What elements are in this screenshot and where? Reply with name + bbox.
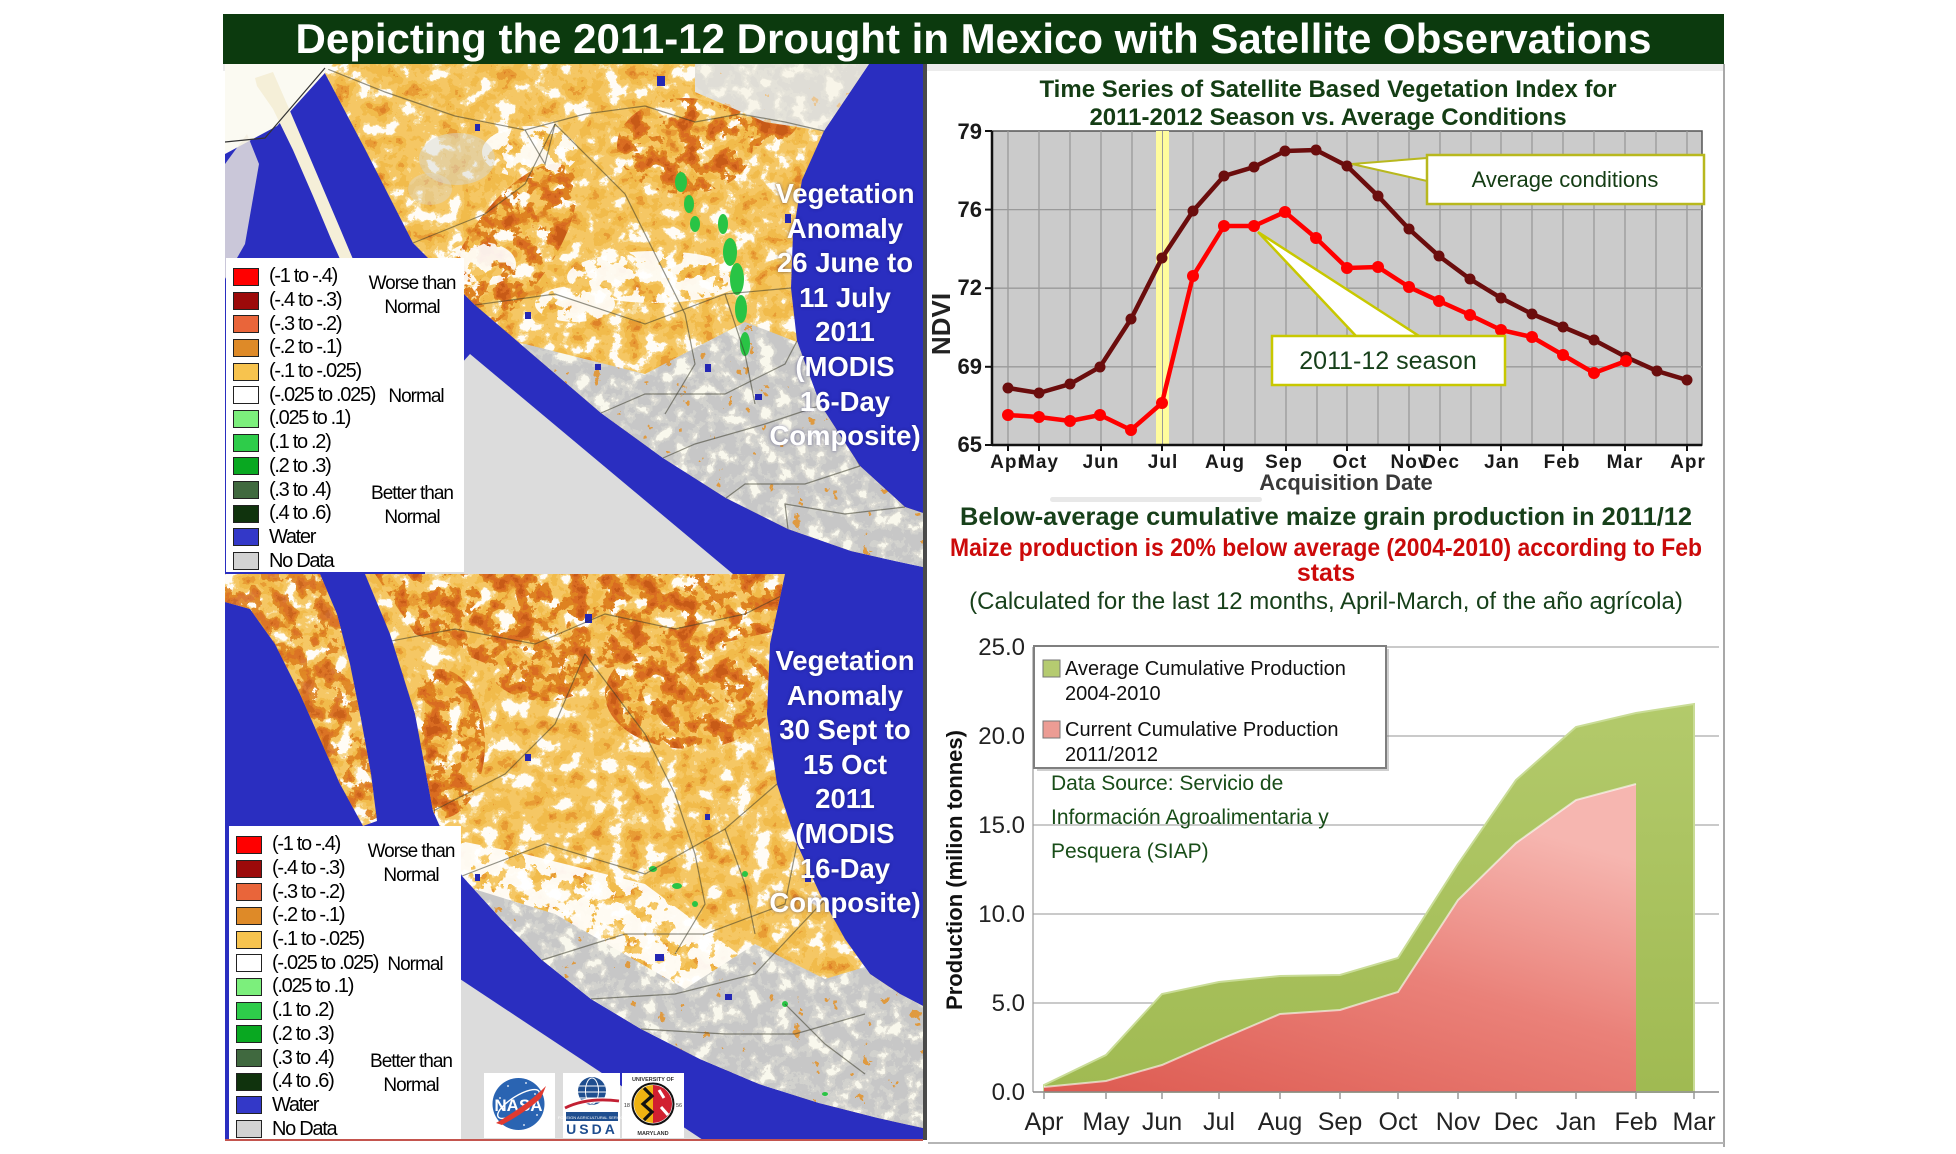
svg-text:Sep: Sep (1265, 452, 1303, 473)
svg-text:Oct: Oct (1333, 452, 1368, 473)
svg-text:UNIVERSITY OF: UNIVERSITY OF (632, 1077, 675, 1083)
svg-text:2004-2010: 2004-2010 (1065, 683, 1161, 705)
svg-text:Oct: Oct (1379, 1108, 1418, 1136)
svg-text:stats: stats (1297, 559, 1355, 587)
svg-text:Data Source: Servicio de: Data Source: Servicio de (1051, 772, 1283, 795)
svg-text:65: 65 (958, 432, 982, 457)
svg-text:Aug: Aug (1205, 452, 1245, 473)
svg-text:Maize production is 20% below: Maize production is 20% below average (2… (950, 534, 1702, 562)
svg-text:Apr: Apr (1670, 452, 1706, 473)
svg-text:Apr: Apr (990, 452, 1026, 473)
svg-text:5.0: 5.0 (992, 990, 1025, 1017)
svg-text:Feb: Feb (1614, 1108, 1657, 1136)
svg-text:Jan: Jan (1556, 1108, 1596, 1136)
svg-text:15.0: 15.0 (978, 812, 1025, 839)
svg-text:20.0: 20.0 (978, 723, 1025, 750)
svg-text:2011-2012 Season vs. Average C: 2011-2012 Season vs. Average Conditions (1089, 104, 1566, 131)
svg-text:2011-12 season: 2011-12 season (1299, 347, 1476, 375)
svg-text:25.0: 25.0 (978, 634, 1025, 661)
svg-text:56: 56 (676, 1103, 682, 1109)
svg-text:2011/2012: 2011/2012 (1065, 744, 1158, 766)
svg-text:Production (milion tonnes): Production (milion tonnes) (942, 730, 967, 1010)
svg-text:Average conditions: Average conditions (1472, 167, 1659, 192)
svg-text:79: 79 (958, 119, 982, 144)
svg-text:Nov: Nov (1436, 1108, 1481, 1136)
svg-text:69: 69 (958, 354, 982, 379)
svg-text:10.0: 10.0 (978, 901, 1025, 928)
svg-text:Current Cumulative Production: Current Cumulative Production (1065, 719, 1338, 741)
svg-text:May: May (1082, 1108, 1130, 1136)
svg-text:Dec: Dec (1422, 452, 1460, 473)
svg-text:Jul: Jul (1203, 1108, 1235, 1136)
svg-text:Nov: Nov (1391, 452, 1430, 473)
svg-text:USDA: USDA (566, 1121, 618, 1137)
svg-text:Apr: Apr (1025, 1108, 1064, 1136)
svg-text:Información Agroalimentaria y: Información Agroalimentaria y (1051, 806, 1329, 829)
svg-text:Dec: Dec (1494, 1108, 1538, 1136)
svg-text:Jun: Jun (1083, 452, 1120, 473)
svg-text:Jul: Jul (1148, 452, 1178, 473)
svg-text:Pesquera (SIAP): Pesquera (SIAP) (1051, 840, 1209, 863)
svg-text:76: 76 (958, 197, 982, 222)
svg-text:(Calculated for the last 12 mo: (Calculated for the last 12 months, Apri… (969, 588, 1683, 615)
svg-text:Average Cumulative Production: Average Cumulative Production (1065, 658, 1346, 680)
svg-text:Sep: Sep (1318, 1108, 1362, 1136)
svg-text:NDVI: NDVI (928, 293, 956, 355)
svg-text:Feb: Feb (1544, 452, 1581, 473)
svg-text:May: May (1019, 452, 1059, 473)
svg-text:Acquisition Date: Acquisition Date (1259, 470, 1433, 495)
svg-text:Aug: Aug (1258, 1108, 1302, 1136)
svg-text:Jun: Jun (1142, 1108, 1182, 1136)
svg-text:Time Series of Satellite Based: Time Series of Satellite Based Vegetatio… (1039, 76, 1616, 103)
svg-text:MARYLAND: MARYLAND (637, 1131, 668, 1137)
svg-text:72: 72 (958, 275, 982, 300)
svg-text:18: 18 (624, 1103, 630, 1109)
svg-text:FOREIGN AGRICULTURAL SERVICE: FOREIGN AGRICULTURAL SERVICE (558, 1115, 626, 1120)
svg-text:Below-average cumulative maize: Below-average cumulative maize grain pro… (960, 503, 1692, 531)
svg-text:Mar: Mar (1607, 452, 1644, 473)
svg-text:Mar: Mar (1672, 1108, 1715, 1136)
svg-text:0.0: 0.0 (992, 1079, 1025, 1106)
svg-text:Jan: Jan (1484, 452, 1520, 473)
